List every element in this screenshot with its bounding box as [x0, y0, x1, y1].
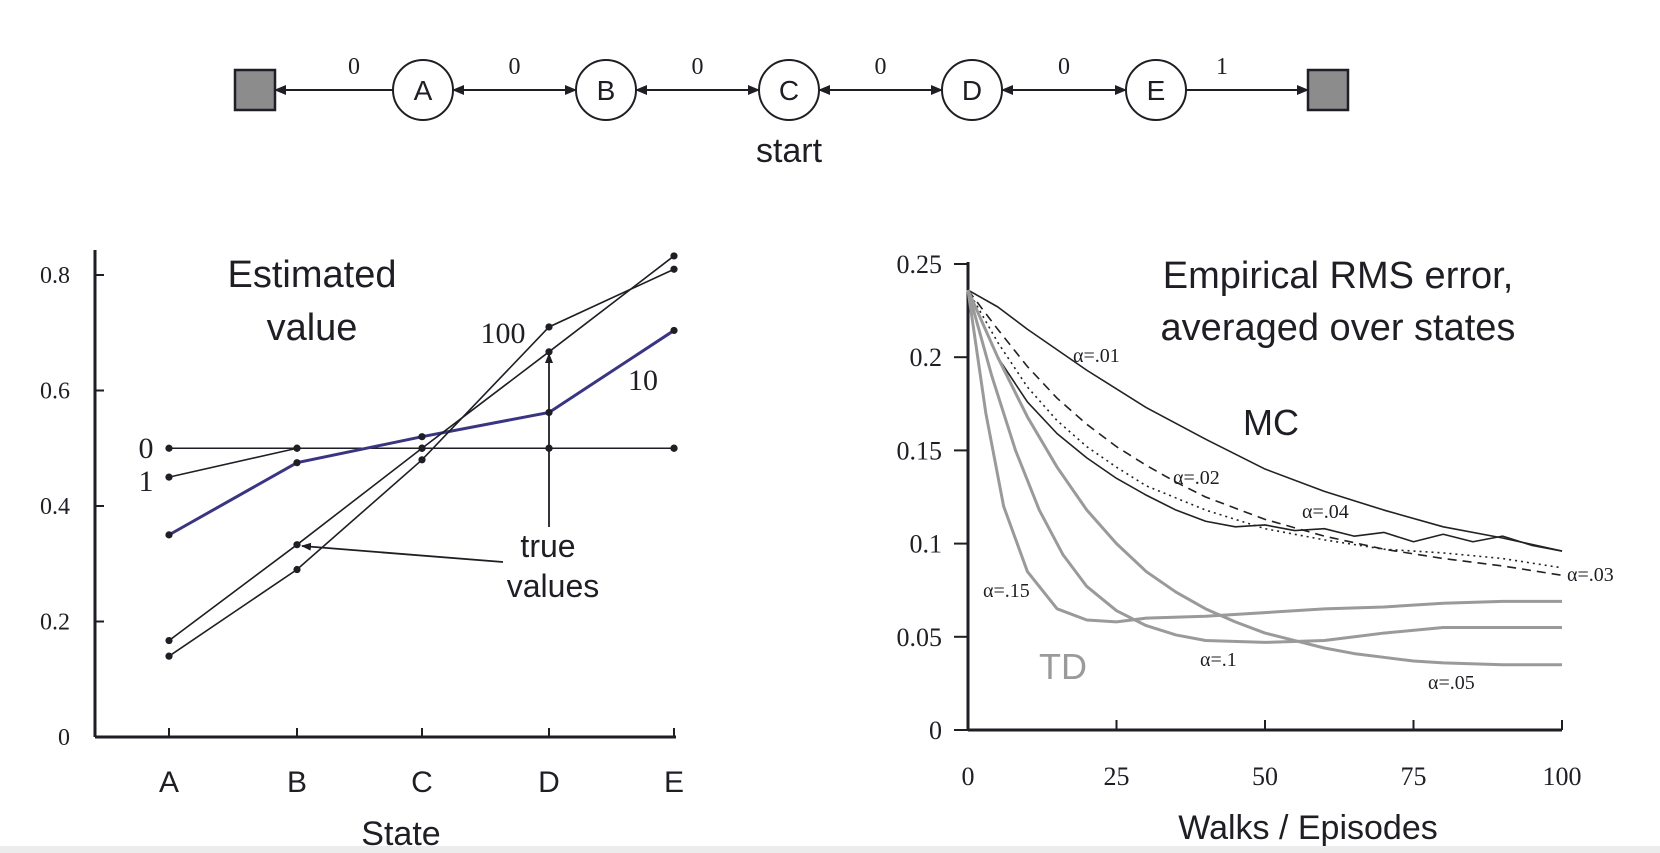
right-chart-title-line-2: averaged over states	[1161, 307, 1516, 349]
right-y-tick-label: 0.05	[897, 623, 943, 652]
right-x-tick-label: 100	[1543, 762, 1582, 791]
state-node-c	[758, 59, 820, 121]
state-node-e	[1125, 59, 1187, 121]
right-chart-title-line-1: Empirical RMS error,	[1163, 255, 1514, 297]
value-point	[165, 531, 173, 539]
value-point	[670, 252, 678, 260]
series-label-100: 100	[481, 317, 526, 350]
value-point	[670, 326, 678, 335]
left-chart-points	[165, 252, 678, 660]
value-point	[670, 265, 678, 273]
left-x-tick-label: D	[538, 766, 560, 799]
alpha-label-03: α=.03	[1567, 564, 1614, 586]
state-label-e: E	[1147, 75, 1166, 106]
state-label-d: D	[962, 75, 982, 106]
left-y-tick-label: 0	[58, 725, 70, 751]
value-point	[545, 323, 553, 331]
right-chart-series	[966, 289, 1563, 667]
state-node-d	[941, 59, 1003, 121]
right-x-tick-label: 75	[1401, 762, 1427, 791]
alpha-label-15: α=.15	[983, 580, 1030, 602]
reward-label-0: 0	[348, 54, 360, 80]
alpha-label-1: α=.1	[1200, 649, 1237, 671]
right-chart-axes: 0 0.05 0.1 0.15 0.2 0.25 0 25 50 75 100	[897, 250, 1582, 791]
error-curve-3	[967, 289, 1563, 552]
left-y-tick-label: 0.4	[40, 494, 70, 520]
left-x-tick-label: E	[664, 766, 684, 799]
value-point	[418, 456, 426, 464]
right-x-tick-label: 0	[962, 762, 975, 791]
value-point	[418, 444, 426, 452]
left-x-tick-label: B	[287, 766, 307, 799]
reward-label-5: 1	[1216, 54, 1228, 80]
series-label-10: 10	[628, 364, 658, 397]
reward-label-2: 0	[692, 54, 704, 80]
right-y-tick-label: 0	[929, 716, 942, 745]
rms-error-chart: 0 0.05 0.1 0.15 0.2 0.25 0 25 50 75 100 Empirical …	[897, 250, 1614, 847]
state-node-b	[575, 59, 637, 121]
right-x-tick-label: 50	[1252, 762, 1278, 791]
right-y-tick-label: 0.15	[897, 436, 943, 465]
alpha-label-01: α=.01	[1073, 345, 1120, 367]
estimated-value-chart: 00.20.40.60.8A B C D E Estimated value State…	[40, 250, 684, 853]
left-x-tick-label: A	[159, 766, 179, 799]
true-values-label-line-2: values	[507, 568, 600, 604]
value-point	[293, 565, 301, 574]
value-line-2	[168, 329, 675, 537]
value-point	[293, 541, 301, 549]
right-y-tick-label: 0.25	[897, 250, 943, 279]
td-group-label: TD	[1039, 646, 1087, 687]
terminal-state-left	[233, 68, 277, 112]
value-point	[165, 652, 173, 660]
error-curve-6	[966, 289, 1562, 667]
error-curve-0	[967, 289, 1563, 552]
left-chart-title-line-1: Estimated	[228, 254, 397, 296]
value-point	[418, 433, 426, 441]
right-y-tick-label: 0.2	[910, 343, 943, 372]
right-chart-x-axis-label: Walks / Episodes	[1178, 809, 1438, 847]
reward-label-3: 0	[875, 54, 887, 80]
left-chart-title-line-2: value	[267, 307, 358, 349]
value-point	[165, 636, 173, 645]
bottom-edge-strip	[0, 846, 1660, 853]
left-x-tick-label: C	[411, 766, 433, 799]
reward-label-1: 0	[509, 54, 521, 80]
series-label-0: 0	[139, 432, 154, 465]
mc-group-label: MC	[1243, 402, 1299, 443]
state-label-c: C	[779, 75, 799, 106]
left-chart-axes: 0 0.2 0.4 0.6 0.8 A B C D E	[40, 250, 684, 799]
alpha-label-02: α=.02	[1173, 467, 1220, 489]
left-y-tick-label: 0.6	[40, 379, 70, 405]
value-point	[165, 473, 173, 481]
right-y-tick-label: 0.1	[910, 530, 943, 559]
error-curve-5	[966, 289, 1562, 644]
left-y-tick-label: 0.2	[40, 610, 70, 636]
terminal-state-right	[1306, 68, 1350, 112]
error-curve-2	[967, 289, 1563, 569]
state-node-a	[392, 59, 454, 121]
state-label-a: A	[414, 75, 433, 106]
state-label-b: B	[597, 75, 616, 106]
value-point	[293, 444, 301, 452]
series-label-1: 1	[139, 465, 154, 498]
start-label: start	[756, 132, 823, 170]
left-y-tick-label: 0.8	[40, 263, 70, 289]
value-point	[293, 459, 301, 467]
right-x-tick-label: 25	[1104, 762, 1130, 791]
true-values-label-line-1: true	[520, 528, 575, 564]
true-values-arrow-left	[301, 542, 504, 563]
alpha-label-05: α=.05	[1428, 672, 1475, 694]
reward-label-4: 0	[1058, 54, 1070, 80]
error-curve-1	[967, 289, 1563, 577]
alpha-label-04: α=.04	[1302, 501, 1349, 523]
error-curve-4	[966, 289, 1562, 624]
value-point	[165, 444, 173, 452]
value-point	[670, 444, 678, 452]
